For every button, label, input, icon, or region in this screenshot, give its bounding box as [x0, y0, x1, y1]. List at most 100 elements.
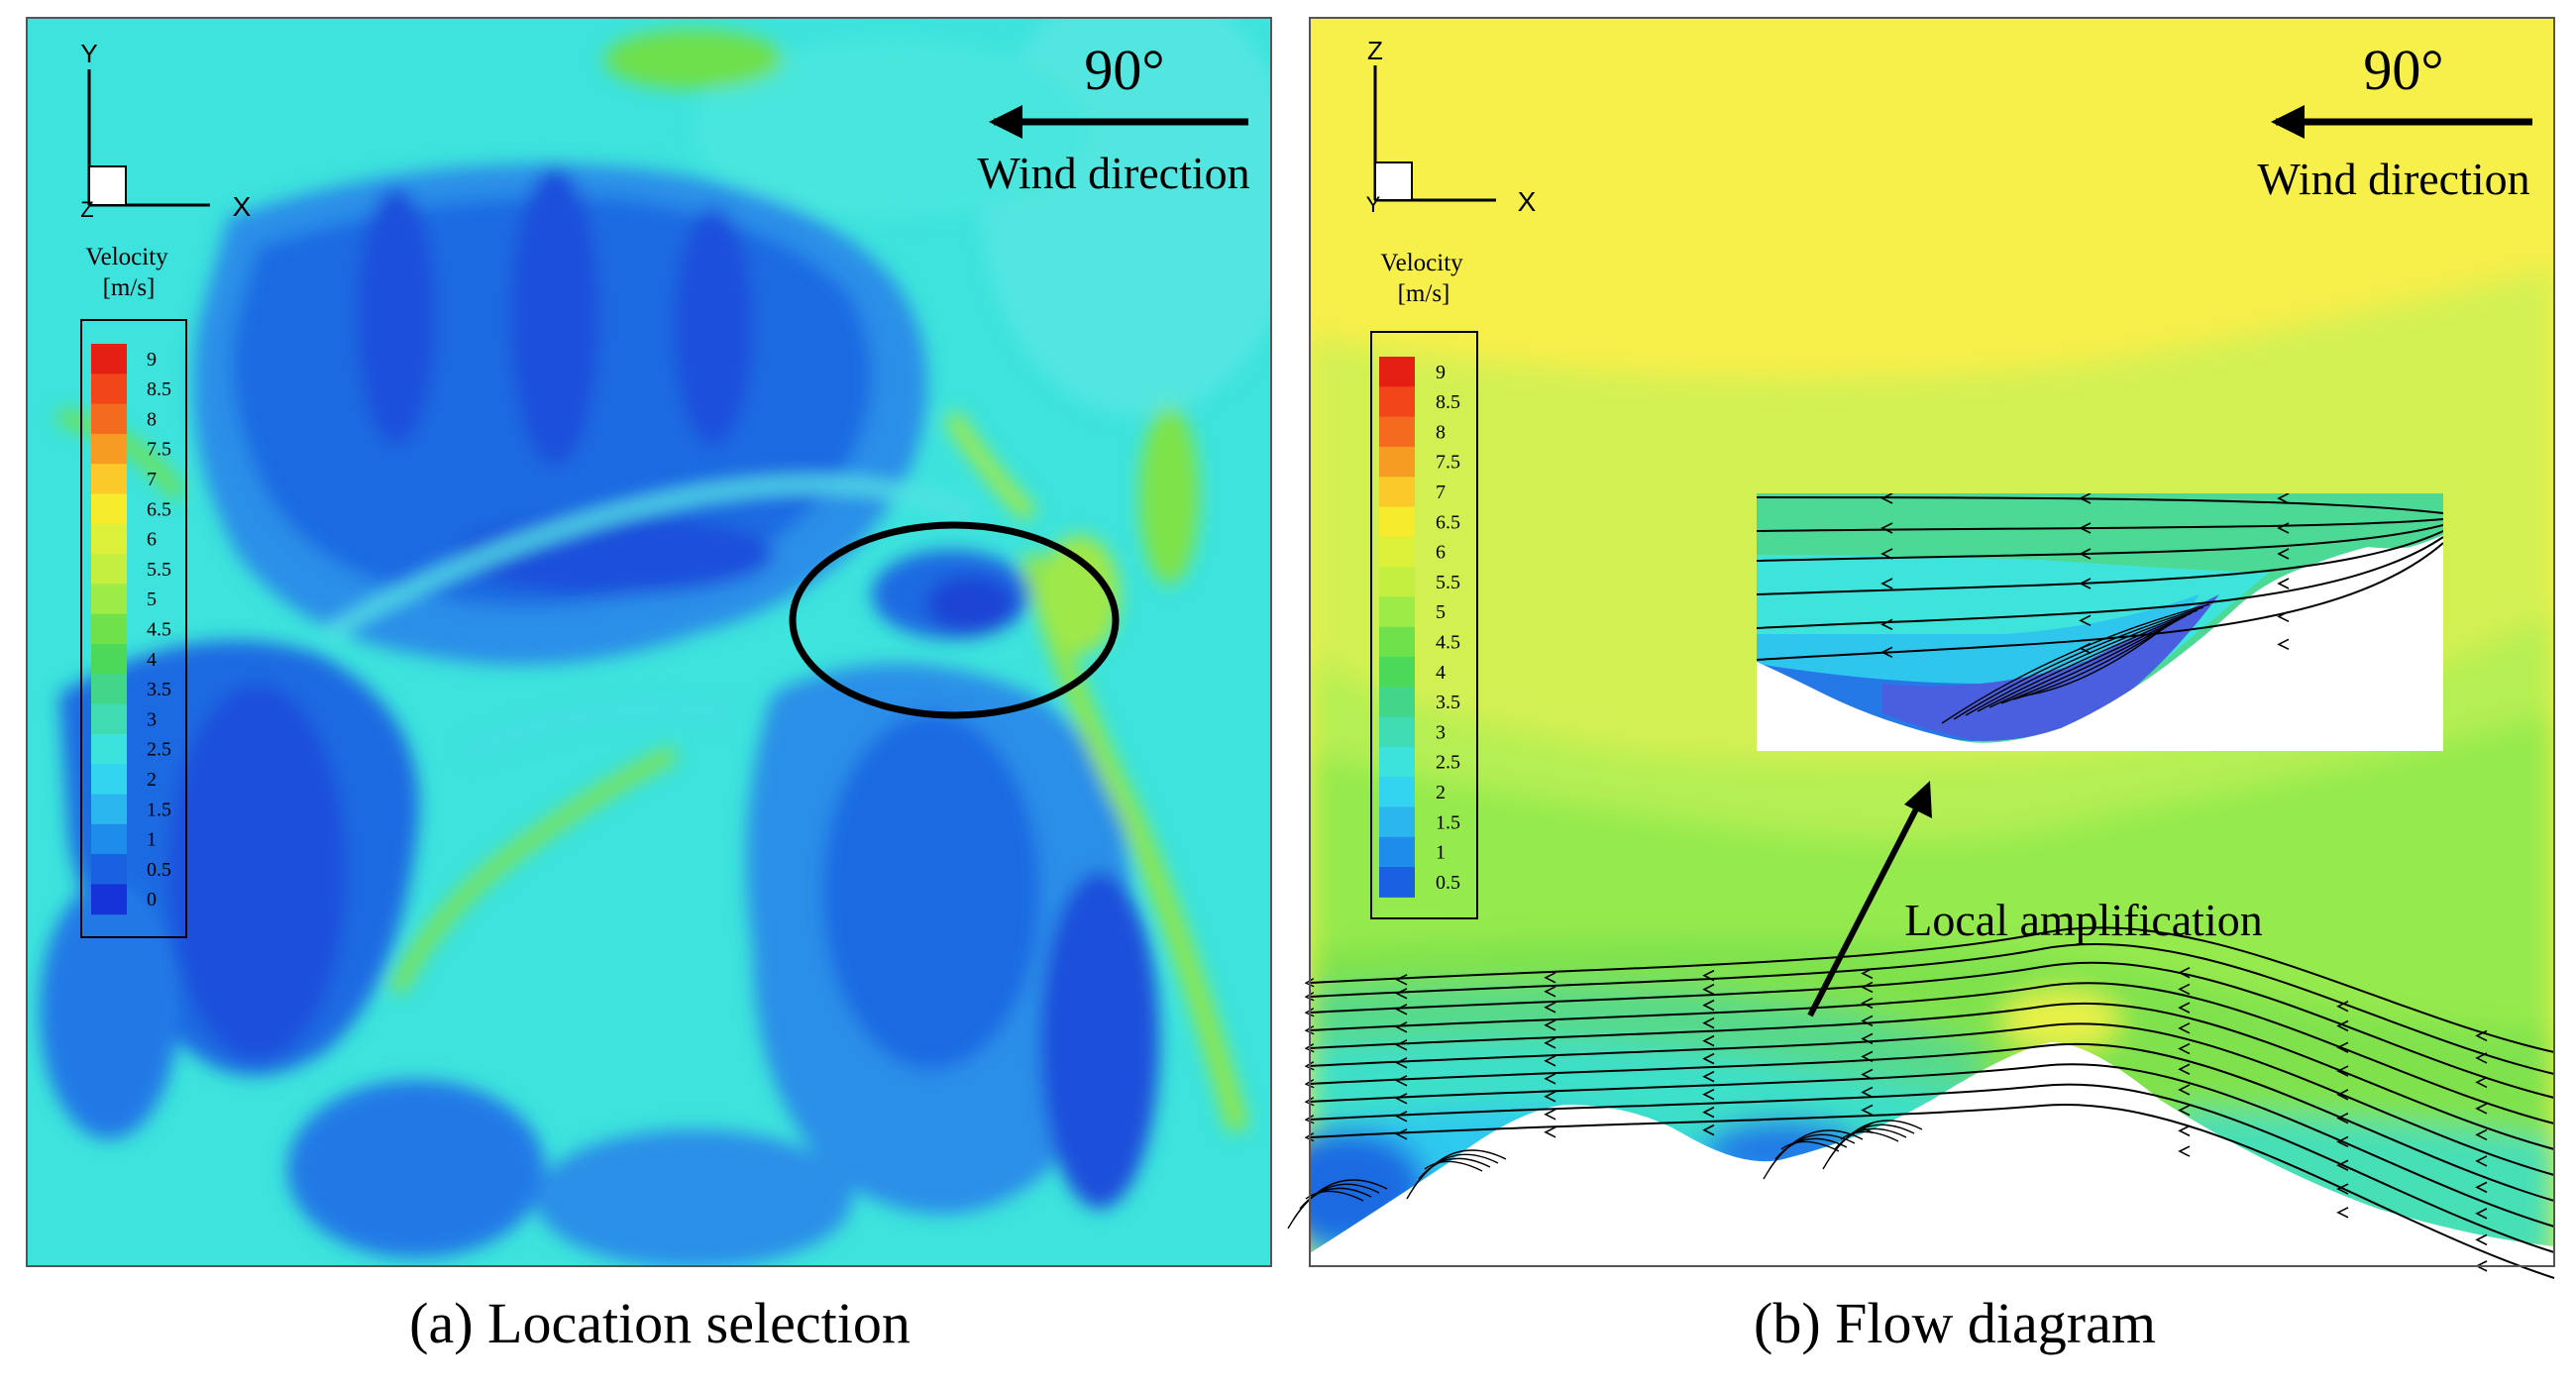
legend-tick-label: 3 — [1436, 721, 1446, 743]
legend-swatch — [1379, 836, 1415, 868]
amplified-inset — [1757, 493, 2443, 751]
legend-swatch — [91, 344, 127, 374]
legend-swatch — [91, 733, 127, 765]
axis-x-label: X — [1518, 186, 1537, 217]
inset-arrowhead — [2079, 493, 2092, 504]
annotation-label: Local amplification — [1904, 895, 2262, 945]
axis-triad-a: Y X Z — [80, 39, 251, 222]
streamline-arrowhead — [1702, 1106, 1715, 1119]
streamline-arrowhead — [2475, 1208, 2488, 1220]
legend-swatch — [1379, 746, 1415, 778]
legend-b: Velocity [m/s] 9 8.5 8 7.5 7 6.5 6 5.5 5 4.5 4 3.5 3… — [1370, 250, 1478, 919]
inset-arrowhead — [1880, 548, 1893, 560]
caption-a: (a) Location selection — [409, 1291, 911, 1355]
wind-indicator-a: 90° Wind direction — [977, 38, 1249, 198]
streamline-arrowhead — [1702, 983, 1715, 996]
streamline-arrowhead — [2475, 1181, 2488, 1194]
streamline-arrowhead — [2178, 1002, 2191, 1014]
legend-tick-label: 6 — [147, 529, 157, 551]
streamline-arrowhead — [2475, 1103, 2488, 1115]
streamline — [1310, 961, 2555, 1099]
streamline-arrowhead — [2178, 1104, 2191, 1117]
streamline-arrowhead — [1395, 1093, 1408, 1105]
streamline — [1310, 1022, 2555, 1176]
recirculation-line — [1418, 1157, 1491, 1180]
panel-b: Local amplification Z X Y Velocity [m/s]… — [1287, 17, 2555, 1355]
legend-swatch — [1379, 506, 1415, 538]
legend-swatch — [1379, 446, 1415, 478]
legend-tick-label: 4 — [1436, 662, 1446, 684]
recirculation-line — [1774, 1137, 1848, 1160]
inset-arrowhead — [2277, 638, 2290, 651]
legend-swatch — [1379, 386, 1415, 418]
legend-tick-label: 5.5 — [147, 559, 171, 581]
frame-a — [26, 17, 1272, 1267]
streamline-arrowhead — [1395, 1128, 1408, 1140]
streamline-arrowhead — [2336, 1089, 2349, 1101]
wind-angle: 90° — [1084, 38, 1164, 102]
inset-streamline — [1757, 542, 2443, 661]
caption-b: (b) Flow diagram — [1754, 1291, 2156, 1355]
legend-tick-label: 1 — [147, 829, 157, 851]
inset-arrowhead — [2079, 614, 2092, 627]
streamline-arrowhead — [1544, 1019, 1556, 1031]
amplification-arrow — [1807, 781, 1932, 1017]
streamline-arrowhead — [1395, 1057, 1408, 1069]
streamline-arrowhead — [1861, 1032, 1874, 1045]
streamline-arrowhead — [2178, 1145, 2191, 1157]
inset-recirculation-line — [2024, 624, 2169, 696]
streamline-arrowhead — [1395, 1021, 1408, 1033]
streamline-arrowhead — [2178, 1124, 2191, 1137]
streamline — [1310, 1042, 2555, 1202]
axis-triad-b: Z X Y — [1366, 36, 1537, 217]
streamline-arrowhead — [1861, 1068, 1874, 1081]
legend-tick-label: 6.5 — [1436, 511, 1460, 533]
inset-recirculation-line — [1953, 606, 2204, 720]
legend-swatch — [91, 703, 127, 735]
recirculation-line — [1780, 1140, 1840, 1152]
legend-swatch — [1379, 416, 1415, 448]
streamline-arrowhead — [1395, 1039, 1408, 1051]
streamline-arrowhead — [2475, 1076, 2488, 1089]
streamline-arrowhead — [1702, 1070, 1715, 1083]
streamline-arrowhead — [1861, 981, 1874, 994]
streamline-arrowhead — [2336, 1019, 2349, 1032]
streamline-arrowhead — [2178, 1022, 2191, 1034]
legend-swatch — [1379, 657, 1415, 688]
streamline-arrowhead — [2178, 1084, 2191, 1096]
recirculation-line — [1299, 1187, 1372, 1210]
legend-swatch — [91, 613, 127, 645]
streamline-arrowhead — [2178, 1063, 2191, 1075]
legend-swatch — [91, 644, 127, 675]
legend-swatch — [91, 493, 127, 525]
streamline-arrowhead — [1861, 1104, 1874, 1117]
inset-streamline — [1757, 536, 2443, 629]
legend-tick-label: 5.5 — [1436, 572, 1460, 593]
inset-streamline — [1757, 496, 2443, 514]
streamline-arrowhead — [2336, 1065, 2349, 1077]
inset-arrowhead — [2079, 522, 2092, 534]
wind-angle: 90° — [2363, 38, 2443, 102]
inset-arrowhead — [1880, 618, 1893, 631]
legend-tick-label: 3 — [147, 708, 157, 730]
streamline-arrowhead — [2475, 1128, 2488, 1141]
legend-tick-label: 1.5 — [147, 799, 171, 820]
streamline — [1310, 943, 2555, 1075]
legend-swatch — [91, 584, 127, 615]
legend-tick-label: 3.5 — [147, 679, 171, 700]
streamline-arrowhead — [1544, 1037, 1556, 1049]
inset-arrowhead — [1880, 578, 1893, 589]
streamlines-b — [1287, 926, 2555, 1279]
streamline-arrowhead — [1544, 986, 1556, 998]
streamline-arrowhead — [2475, 1052, 2488, 1064]
legend-swatch — [91, 764, 127, 795]
inset-arrowhead — [2277, 548, 2290, 560]
streamline — [1310, 982, 2555, 1124]
streamline-arrowhead — [2178, 1042, 2191, 1055]
streamline-arrowhead — [1544, 1126, 1556, 1138]
streamline-arrowhead — [2336, 1112, 2349, 1124]
legend-swatch — [91, 523, 127, 555]
wind-label: Wind direction — [977, 148, 1249, 198]
legend-tick-label: 2 — [1436, 782, 1446, 803]
legend-title: Velocity — [85, 244, 168, 270]
